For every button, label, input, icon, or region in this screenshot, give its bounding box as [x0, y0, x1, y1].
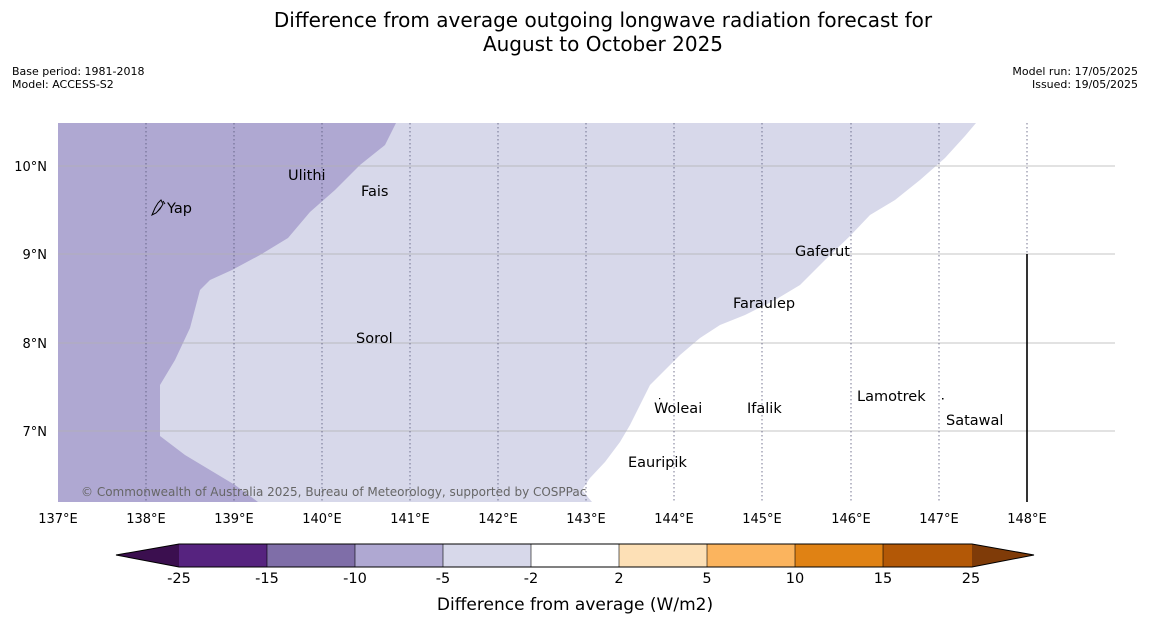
colorbar-segment	[355, 544, 443, 567]
lon-tick-label: 138°E	[126, 512, 166, 527]
colorbar-tick-label: -25	[167, 571, 191, 587]
lon-tick-label: 137°E	[38, 512, 78, 527]
colorbar-segment	[883, 544, 972, 567]
colorbar-segment	[619, 544, 707, 567]
lon-tick-label: 139°E	[214, 512, 254, 527]
place-label-woleai: Woleai	[654, 401, 702, 417]
place-label-sorol: Sorol	[356, 331, 393, 347]
colorbar-outline	[115, 543, 1035, 568]
lon-tick-labels: 137°E 138°E 139°E 140°E 141°E 142°E 143°…	[38, 512, 1047, 527]
colorbar-tick-label: 15	[874, 571, 892, 587]
colorbar-segment	[179, 544, 267, 567]
colorbar-segment	[267, 544, 355, 567]
colorbar-tick-label: 25	[962, 571, 980, 587]
place-label-fais: Fais	[361, 184, 388, 200]
place-labels: Ulithi Fais Yap Gaferut Faraulep Sorol L…	[166, 168, 1003, 471]
place-label-lamotrek: Lamotrek	[857, 389, 926, 405]
colorbar-tick-label: 5	[702, 571, 711, 587]
issued-date: Issued: 19/05/2025	[1031, 78, 1138, 91]
colorbar-segment	[443, 544, 531, 567]
place-label-ulithi: Ulithi	[288, 168, 326, 184]
lon-tick-label: 146°E	[831, 512, 871, 527]
colorbar-title: Difference from average (W/m2)	[437, 595, 713, 615]
lon-tick-label: 142°E	[478, 512, 518, 527]
lon-tick-label: 147°E	[919, 512, 959, 527]
map-title-line1: Difference from average outgoing longwav…	[273, 8, 933, 32]
lon-tick-label: 144°E	[654, 512, 694, 527]
colorbar-extend-low	[116, 544, 179, 567]
colorbar-extend-high	[972, 544, 1034, 567]
lat-tick-label: 9°N	[23, 248, 48, 263]
lon-tick-label: 140°E	[302, 512, 342, 527]
lon-tick-label: 145°E	[742, 512, 782, 527]
meta-right: Model run: 17/05/2025 Issued: 19/05/2025	[1012, 65, 1138, 91]
base-period: Base period: 1981-2018	[12, 65, 145, 78]
copyright-notice: © Commonwealth of Australia 2025, Bureau…	[81, 485, 586, 499]
map-title-line2: August to October 2025	[482, 32, 724, 56]
lat-tick-label: 7°N	[23, 425, 48, 440]
model-name: Model: ACCESS-S2	[12, 78, 114, 91]
model-run: Model run: 17/05/2025	[1012, 65, 1138, 78]
lat-tick-label: 8°N	[23, 337, 48, 352]
zone-minus10-to-minus5	[58, 123, 396, 502]
place-label-gaferut: Gaferut	[795, 244, 850, 260]
colorbar-tick-label: -5	[436, 571, 450, 587]
colorbar-tick-label: 10	[786, 571, 804, 587]
colorbar-tick-label: -15	[255, 571, 279, 587]
meta-left: Base period: 1981-2018 Model: ACCESS-S2	[12, 65, 144, 91]
place-label-faraulep: Faraulep	[733, 296, 795, 312]
atoll-markers	[659, 398, 944, 400]
colorbar-segment	[795, 544, 883, 567]
anomaly-fields	[58, 123, 1115, 502]
lon-tick-label: 141°E	[390, 512, 430, 527]
yap-island-outline	[151, 199, 166, 217]
lon-tick-label: 148°E	[1007, 512, 1047, 527]
lat-tick-label: 10°N	[14, 160, 47, 175]
colorbar-segment	[531, 544, 619, 567]
lat-tick-labels: 10°N 9°N 8°N 7°N	[14, 160, 47, 440]
map-title: Difference from average outgoing longwav…	[0, 8, 1150, 56]
colorbar: -25 -15 -10 -5 -2 2 5 10 15 25 Differenc…	[115, 543, 1035, 615]
colorbar-tick-label: 2	[614, 571, 623, 587]
colorbar-tick-label: -2	[524, 571, 538, 587]
lon-tick-label: 143°E	[566, 512, 606, 527]
place-label-yap: Yap	[166, 201, 192, 217]
place-label-ifalik: Ifalik	[747, 401, 782, 417]
place-label-satawal: Satawal	[946, 413, 1003, 429]
colorbar-tick-label: -10	[343, 571, 367, 587]
colorbar-segment	[707, 544, 795, 567]
grid-lines	[58, 123, 1115, 502]
place-label-eauripik: Eauripik	[628, 455, 687, 471]
